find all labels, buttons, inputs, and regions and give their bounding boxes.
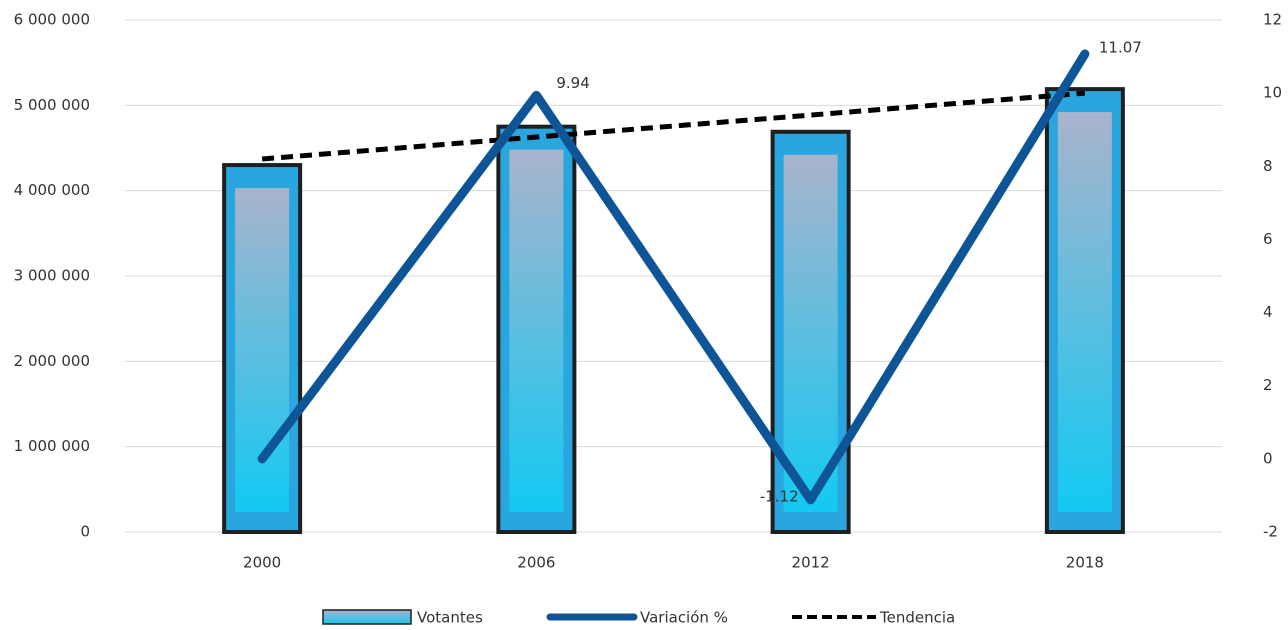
- left-tick-label: 0: [80, 523, 90, 541]
- left-tick-label: 2 000 000: [14, 352, 90, 370]
- legend-swatch-votantes: [322, 609, 412, 625]
- left-tick-label: 1 000 000: [14, 437, 90, 455]
- right-tick-label: 6: [1263, 230, 1273, 248]
- legend-item-votantes: Votantes: [322, 609, 483, 627]
- votantes-bar: [496, 124, 577, 535]
- variacion-series: [257, 49, 1090, 505]
- x-axis-ticks: 2000 2006 2012 2018: [243, 554, 1104, 572]
- right-tick-label: -2: [1263, 523, 1278, 541]
- x-tick-label: 2012: [792, 554, 830, 572]
- left-tick-label: 6 000 000: [14, 11, 90, 29]
- right-axis-ticks: -2 0 2 4 6 8 10 12: [1263, 11, 1282, 541]
- bar-inner-fill: [509, 149, 564, 512]
- legend: Votantes Variación % Tendencia: [322, 609, 955, 627]
- gridlines: [125, 19, 1222, 533]
- legend-item-tendencia: Tendencia: [792, 609, 955, 627]
- legend-label-tendencia: Tendencia: [879, 609, 955, 627]
- x-tick-label: 2018: [1066, 554, 1104, 572]
- votantes-bar: [770, 129, 851, 535]
- bar-inner-fill: [235, 188, 290, 513]
- x-tick-label: 2000: [243, 554, 281, 572]
- data-label: -1.12: [760, 487, 799, 505]
- bar-inner-fill: [783, 154, 838, 512]
- votantes-bar: [1044, 87, 1125, 535]
- variacion-line: [257, 49, 1090, 505]
- x-tick-label: 2006: [517, 554, 555, 572]
- votantes-bars: [222, 87, 1125, 535]
- tendencia-series: [261, 90, 1086, 162]
- right-tick-label: 12: [1263, 11, 1282, 29]
- legend-label-votantes: Votantes: [417, 609, 483, 627]
- bar-inner-fill: [1057, 112, 1112, 513]
- votantes-bar: [222, 163, 303, 534]
- right-tick-label: 10: [1263, 84, 1282, 102]
- right-tick-label: 0: [1263, 449, 1273, 467]
- right-tick-label: 4: [1263, 303, 1273, 321]
- legend-label-variacion: Variación %: [640, 609, 728, 627]
- legend-item-variacion: Variación %: [546, 609, 728, 627]
- left-axis-ticks: 0 1 000 000 2 000 000 3 000 000 4 000 000 5 0…: [14, 11, 90, 541]
- left-tick-label: 4 000 000: [14, 181, 90, 199]
- left-tick-label: 5 000 000: [14, 96, 90, 114]
- tendencia-line: [261, 90, 1086, 162]
- right-tick-label: 2: [1263, 376, 1273, 394]
- data-label: 9.94: [556, 74, 589, 92]
- data-labels: 9.94 -1.12 11.07: [556, 39, 1141, 506]
- data-label: 11.07: [1099, 39, 1142, 57]
- right-tick-label: 8: [1263, 157, 1273, 175]
- left-tick-label: 3 000 000: [14, 267, 90, 285]
